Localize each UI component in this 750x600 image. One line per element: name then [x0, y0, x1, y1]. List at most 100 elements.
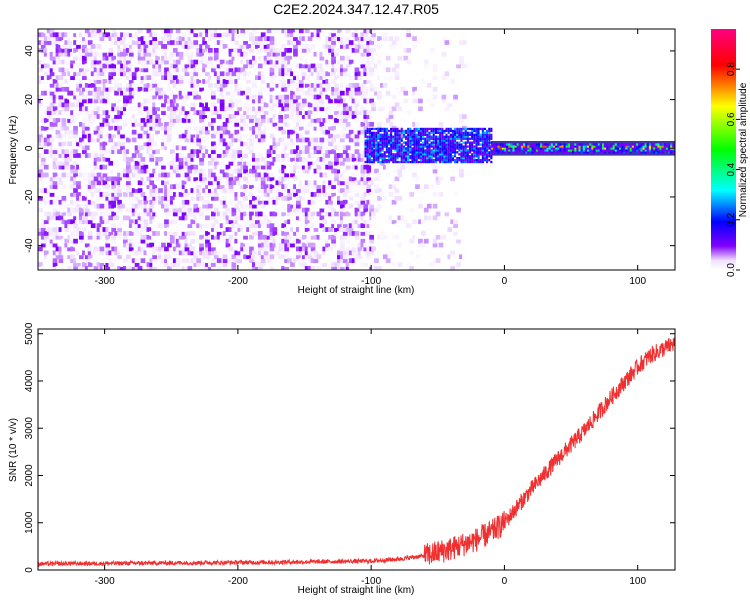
heatmap-cell — [152, 79, 157, 84]
heatmap-cell — [202, 106, 207, 112]
heatmap-cell — [348, 90, 354, 96]
heatmap-cell — [155, 59, 160, 65]
heatmap-cell — [331, 59, 336, 65]
heatmap-cell — [222, 231, 228, 236]
heatmap-cell — [272, 118, 278, 123]
heatmap-cell — [52, 180, 58, 186]
heatmap-cell — [172, 266, 178, 270]
heatmap-cell — [266, 149, 272, 154]
heatmap-cell — [331, 90, 336, 96]
heatmap-cell — [73, 51, 78, 57]
heatmap-cell — [310, 246, 316, 252]
heatmap-cell — [388, 141, 391, 144]
heatmap-cell — [202, 63, 207, 69]
heatmap-cell — [146, 250, 152, 256]
heatmap-cell — [76, 176, 81, 182]
heatmap-cell — [167, 258, 172, 263]
heatmap-cell — [456, 63, 461, 69]
heatmap-cell — [167, 211, 172, 217]
heatmap-cell — [73, 48, 78, 53]
heatmap-cell — [126, 242, 131, 248]
heatmap-cell — [391, 215, 397, 221]
heatmap-cell — [134, 188, 140, 193]
heatmap-cell — [441, 147, 444, 150]
heatmap-cell — [228, 118, 234, 123]
heatmap-cell — [301, 242, 307, 248]
heatmap-cell — [340, 122, 345, 127]
heatmap-cell — [82, 125, 87, 131]
heatmap-cell — [208, 102, 213, 108]
heatmap-cell — [120, 262, 125, 267]
heatmap-cell — [93, 32, 99, 38]
heatmap-cell — [126, 90, 131, 96]
heatmap-cell — [208, 55, 213, 61]
heatmap-cell — [87, 71, 93, 77]
heatmap-cell — [222, 199, 228, 205]
heatmap-cell — [76, 63, 81, 69]
heatmap-cell — [357, 211, 363, 217]
heatmap-cell — [257, 231, 263, 236]
heatmap-cell — [342, 153, 348, 158]
heatmap-cell — [371, 106, 376, 112]
heatmap-cell — [394, 188, 400, 193]
heatmap-cell — [246, 219, 251, 225]
heatmap-cell — [134, 231, 140, 236]
heatmap-cell — [216, 29, 222, 34]
heatmap-cell — [40, 227, 46, 232]
heatmap-cell — [93, 188, 99, 193]
heatmap-cell — [167, 129, 172, 135]
heatmap-cell — [375, 157, 378, 160]
heatmap-cell — [246, 203, 251, 209]
heatmap-cell — [181, 71, 187, 77]
heatmap-cell — [342, 258, 348, 263]
heatmap-cell — [114, 266, 119, 270]
heatmap-cell — [316, 125, 322, 131]
heatmap-cell — [99, 90, 105, 96]
heatmap-cell — [298, 67, 304, 73]
heatmap-cell — [284, 176, 289, 182]
heatmap-cell — [208, 192, 213, 197]
heatmap-cell — [61, 164, 67, 170]
heatmap-cell — [456, 157, 459, 160]
heatmap-cell — [252, 168, 257, 174]
heatmap-cell — [284, 63, 289, 69]
heatmap-cell — [411, 147, 414, 150]
heatmap-cell — [394, 135, 397, 138]
heatmap-cell — [96, 160, 102, 166]
heatmap-cell — [246, 172, 251, 178]
heatmap-cell — [76, 40, 81, 45]
heatmap-cell — [316, 211, 322, 217]
heatmap-cell — [415, 127, 418, 131]
heatmap-cell — [79, 102, 84, 108]
heatmap-cell — [225, 172, 231, 178]
heatmap-cell — [325, 157, 330, 162]
heatmap-cell — [366, 159, 369, 162]
heatmap-cell — [46, 199, 52, 205]
heatmap-cell — [319, 207, 325, 213]
heatmap-cell — [275, 184, 281, 189]
heatmap-cell — [108, 153, 114, 158]
heatmap-cell — [202, 172, 207, 178]
heatmap-cell — [96, 172, 102, 178]
heatmap-cell — [184, 67, 190, 73]
heatmap-cell — [374, 86, 379, 92]
heatmap-cell — [380, 215, 385, 221]
heatmap-cell — [257, 172, 263, 178]
heatmap-cell — [158, 79, 163, 84]
heatmap-cell — [49, 59, 55, 65]
heatmap-cell — [319, 141, 325, 147]
heatmap-cell — [266, 153, 272, 158]
heatmap-cell — [435, 258, 441, 263]
heatmap-cell — [231, 227, 237, 232]
heatmap-cell — [269, 133, 275, 139]
heatmap-cell — [175, 262, 181, 267]
heatmap-cell — [255, 153, 260, 158]
heatmap-cell — [140, 40, 146, 45]
heatmap-cell — [260, 98, 266, 104]
heatmap-cell — [105, 203, 111, 209]
heatmap-cell — [149, 153, 155, 158]
heatmap-cell — [199, 180, 204, 186]
heatmap-cell — [93, 203, 99, 209]
heatmap-cell — [360, 86, 366, 92]
heatmap-cell — [375, 143, 378, 146]
